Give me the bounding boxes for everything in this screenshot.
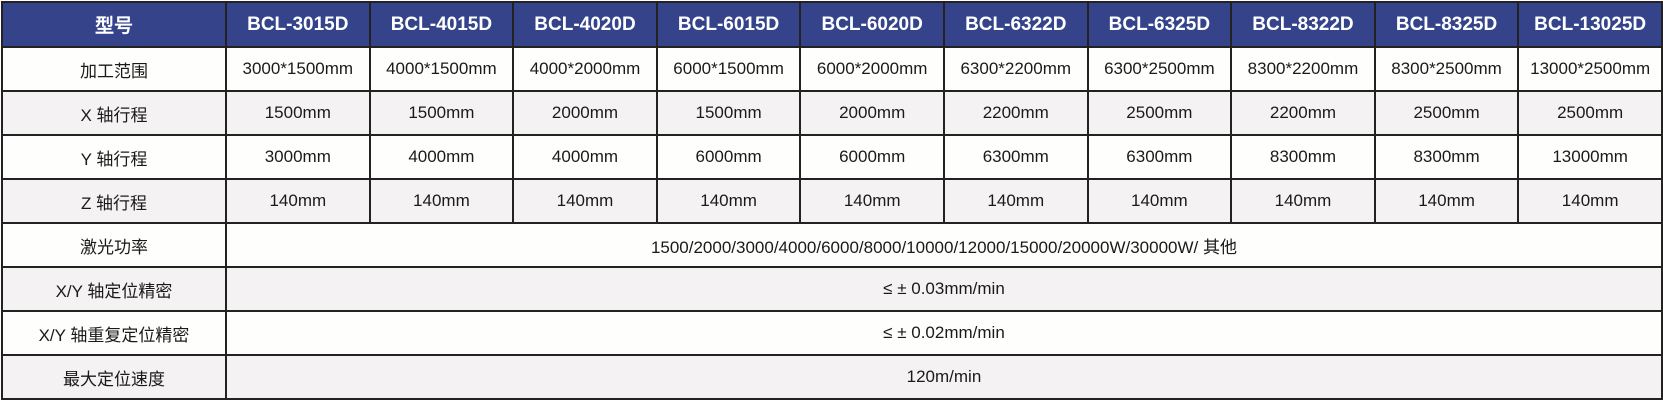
cell-value: 6000*1500mm [655,46,802,92]
cell-value: 140mm [1517,178,1663,224]
cell-value: 2200mm [942,90,1089,136]
cell-value: 140mm [225,178,371,224]
cell-value: 8300*2200mm [1230,46,1376,92]
header-model: BCL-4015D [368,1,515,48]
row-label: X/Y 轴定位精密 [1,266,227,312]
merged-cell-value: 120m/min [225,354,1663,400]
cell-value: 4000mm [512,134,658,180]
cell-value: 2500mm [1373,90,1520,136]
cell-value: 2200mm [1230,90,1376,136]
cell-value: 6300mm [942,134,1089,180]
cell-value: 6300mm [1086,134,1233,180]
cell-value: 6000mm [799,134,945,180]
header-model: BCL-6015D [655,1,802,48]
cell-value: 140mm [799,178,945,224]
table-row: 加工范围 3000*1500mm 4000*1500mm 4000*2000mm 600… [1,46,1663,92]
header-model: BCL-6322D [942,1,1089,48]
cell-value: 1500mm [368,90,515,136]
header-model: BCL-8325D [1373,1,1520,48]
cell-value: 140mm [1373,178,1520,224]
merged-cell-value: ≤ ± 0.03mm/min [225,266,1663,312]
cell-value: 140mm [942,178,1089,224]
header-row: 型号 BCL-3015D BCL-4015D BCL-4020D BCL-6015D B… [1,1,1663,48]
merged-cell-value: 1500/2000/3000/4000/6000/8000/10000/1200… [225,222,1663,268]
cell-value: 8300*2500mm [1373,46,1520,92]
cell-value: 1500mm [655,90,802,136]
cell-value: 8300mm [1373,134,1520,180]
cell-value: 13000mm [1517,134,1663,180]
spec-table: 型号 BCL-3015D BCL-4015D BCL-4020D BCL-6015D B… [1,1,1663,400]
cell-value: 6300*2500mm [1086,46,1233,92]
table-row: 激光功率 1500/2000/3000/4000/6000/8000/10000/… [1,222,1663,268]
row-label: X 轴行程 [1,90,227,136]
cell-value: 140mm [368,178,515,224]
cell-value: 6000*2000mm [799,46,945,92]
table-row: 最大定位速度 120m/min [1,354,1663,400]
row-label: Z 轴行程 [1,178,227,224]
cell-value: 6000mm [655,134,802,180]
table-row: X 轴行程 1500mm 1500mm 2000mm 1500mm 2000mm 2200m… [1,90,1663,136]
cell-value: 140mm [655,178,802,224]
cell-value: 1500mm [225,90,371,136]
cell-value: 140mm [1230,178,1376,224]
header-model: BCL-4020D [512,1,658,48]
cell-value: 13000*2500mm [1517,46,1663,92]
header-model: BCL-6020D [799,1,945,48]
cell-value: 4000*1500mm [368,46,515,92]
header-model: BCL-8322D [1230,1,1376,48]
cell-value: 140mm [1086,178,1233,224]
header-model: BCL-3015D [225,1,371,48]
cell-value: 2000mm [512,90,658,136]
table-row: X/Y 轴重复定位精密 ≤ ± 0.02mm/min [1,310,1663,356]
cell-value: 4000*2000mm [512,46,658,92]
cell-value: 140mm [512,178,658,224]
row-label: 激光功率 [1,222,227,268]
cell-value: 4000mm [368,134,515,180]
cell-value: 6300*2200mm [942,46,1089,92]
cell-value: 2500mm [1517,90,1663,136]
table-row: Z 轴行程 140mm 140mm 140mm 140mm 140mm 140mm 140mm… [1,178,1663,224]
header-model: BCL-13025D [1517,1,1663,48]
row-label: 最大定位速度 [1,354,227,400]
header-model: BCL-6325D [1086,1,1233,48]
cell-value: 2500mm [1086,90,1233,136]
row-label: Y 轴行程 [1,134,227,180]
cell-value: 8300mm [1230,134,1376,180]
cell-value: 2000mm [799,90,945,136]
merged-cell-value: ≤ ± 0.02mm/min [225,310,1663,356]
row-label: X/Y 轴重复定位精密 [1,310,227,356]
table-row: X/Y 轴定位精密 ≤ ± 0.03mm/min [1,266,1663,312]
cell-value: 3000mm [225,134,371,180]
table-row: Y 轴行程 3000mm 4000mm 4000mm 6000mm 6000mm 6300m… [1,134,1663,180]
row-label: 加工范围 [1,46,227,92]
cell-value: 3000*1500mm [225,46,371,92]
header-label: 型号 [1,1,227,48]
